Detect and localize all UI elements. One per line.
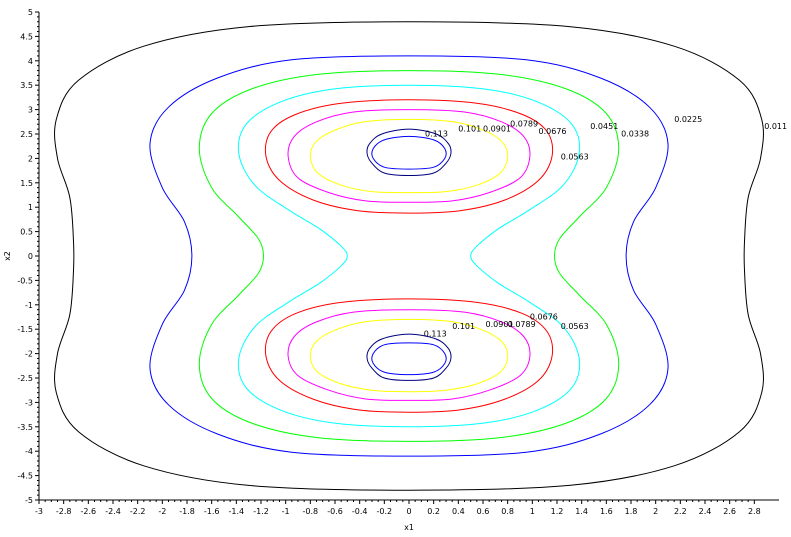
contour-label-0.0789-1: 0.0789 (510, 120, 538, 129)
contour-label-0.0901-1: 0.0901 (483, 125, 511, 134)
y-tick-label: -5 (25, 496, 33, 505)
x-tick-label: -0.2 (377, 507, 393, 516)
x-tick-label: -2 (158, 507, 166, 516)
y-tick-label: 3 (28, 106, 33, 115)
x-tick-label: -2.8 (56, 507, 72, 516)
contour-label-0.0563-1: 0.0563 (561, 152, 589, 161)
contour-label-0.0676-2: 0.0676 (530, 312, 558, 321)
contour-line-0.0789-2 (287, 309, 531, 401)
axes-layer: -3 -2.8 -2.6 -2.4 -2.2 -2 -1.8 -1.6 -1.4 -1.2 -1 -0… (3, 8, 779, 532)
y-tick-label: 4.5 (20, 32, 33, 41)
x-tick-label: 0.8 (501, 507, 514, 516)
contour-line-0.0451-1 (198, 70, 620, 442)
contour-label-0.0789-2: 0.0789 (508, 320, 536, 329)
x-tick-label: -1 (282, 507, 290, 516)
y-tick-label: 2.5 (20, 130, 33, 139)
y-tick-label: -4.5 (17, 472, 33, 481)
contour-label-0.101-2: 0.101 (452, 322, 475, 331)
contour-line-0.0676-1 (264, 99, 554, 214)
x-axis-title: x1 (404, 523, 414, 532)
x-tick-label: 0.4 (452, 507, 465, 516)
x-tick-label: -2.4 (105, 507, 121, 516)
x-tick-label: 2.6 (723, 507, 736, 516)
y-tick-label: 1 (28, 203, 33, 212)
contour-line-0.0563-1 (237, 84, 581, 428)
x-tick-label: 2.4 (699, 507, 712, 516)
x-tick-label: -1.8 (179, 507, 195, 516)
y-tick-label: 0 (28, 252, 33, 261)
y-axis-ticks: -5 -4.5 -4 -3.5 -3 -2.5 -2 -1.5 -1 -0.5 0 0.5 1 1.5 2 2… (17, 8, 39, 505)
contour-label-0.113-2: 0.113 (424, 330, 447, 339)
x-tick-label: -3 (35, 507, 43, 516)
y-tick-label: 2 (28, 154, 33, 163)
x-tick-label: 1 (530, 507, 535, 516)
x-tick-label: -2.2 (130, 507, 146, 516)
contour-labels-layer: 0.1130.1130.1010.1010.09010.09010.07890.… (424, 115, 787, 339)
y-tick-label: -3.5 (17, 423, 33, 432)
y-tick-label: -0.5 (17, 276, 33, 285)
y-tick-label: -4 (25, 447, 33, 456)
contour-line-0.0901-2 (309, 318, 509, 393)
x-tick-label: 2.8 (748, 507, 761, 516)
y-tick-label: -1.5 (17, 325, 33, 334)
x-tick-label: -1.6 (204, 507, 220, 516)
contour-line-0.101-1 (371, 135, 447, 170)
contour-line-0.113-2 (366, 333, 452, 381)
y-axis-title: x2 (3, 251, 12, 261)
x-tick-label: -1.4 (229, 507, 245, 516)
contour-label-0.0901-2: 0.0901 (486, 320, 514, 329)
contour-line-0.0338-1 (149, 55, 669, 457)
y-tick-label: 1.5 (20, 179, 33, 188)
y-tick-label: -3 (25, 398, 33, 407)
contour-line-0.011-1 (54, 21, 764, 491)
contour-line-0.101-2 (371, 342, 447, 376)
x-tick-label: -0.6 (327, 507, 343, 516)
contour-line-0.0789-1 (287, 109, 531, 203)
x-axis-ticks: -3 -2.8 -2.6 -2.4 -2.2 -2 -1.8 -1.6 -1.4 -1.2 -1 -0… (35, 500, 761, 516)
y-tick-label: 4 (28, 57, 33, 66)
y-tick-label: -2 (25, 350, 33, 359)
y-tick-label: 5 (28, 8, 33, 17)
contour-line-0.0901-1 (309, 118, 509, 194)
x-tick-label: 0 (406, 507, 411, 516)
x-tick-label: 2.2 (674, 507, 687, 516)
x-tick-label: -0.8 (303, 507, 319, 516)
contour-label-0.101-1: 0.101 (458, 125, 481, 134)
y-tick-label: 0.5 (20, 228, 33, 237)
contour-line-0.0676-2 (264, 298, 554, 413)
contour-label-0.0225-1: 0.0225 (674, 115, 702, 124)
x-tick-label: -1.2 (253, 507, 269, 516)
x-tick-label: 2 (653, 507, 658, 516)
contour-label-0.011-1: 0.011 (764, 122, 787, 131)
contours-layer (54, 21, 764, 491)
x-tick-label: 1.2 (551, 507, 564, 516)
contour-label-0.0676-1: 0.0676 (539, 127, 567, 136)
x-tick-label: 1.8 (625, 507, 638, 516)
contour-line-0.113-1 (366, 128, 452, 177)
y-tick-label: -2.5 (17, 374, 33, 383)
x-tick-label: 0.2 (427, 507, 440, 516)
contour-label-0.0451-1: 0.0451 (590, 122, 618, 131)
contour-label-0.0563-2: 0.0563 (561, 322, 589, 331)
x-tick-label: 1.6 (600, 507, 613, 516)
x-tick-label: -2.6 (81, 507, 97, 516)
x-tick-label: 0.6 (477, 507, 490, 516)
contour-label-0.0338-1: 0.0338 (621, 129, 649, 138)
contour-label-0.113-1: 0.113 (425, 129, 448, 138)
x-tick-label: -0.4 (352, 507, 368, 516)
x-tick-label: 1.4 (575, 507, 588, 516)
y-tick-label: -1 (25, 301, 33, 310)
y-tick-label: 3.5 (20, 81, 33, 90)
